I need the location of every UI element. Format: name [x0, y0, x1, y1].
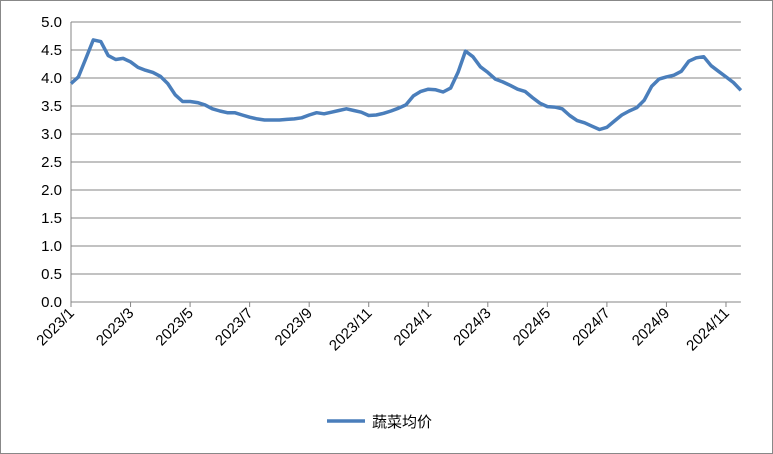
y-tick-label: 2.0: [41, 182, 62, 199]
data-line: [69, 38, 743, 132]
y-tick-label: 5.0: [41, 14, 62, 31]
y-tick-label: 4.5: [41, 42, 62, 59]
y-tick-label: 2.5: [41, 154, 62, 171]
y-tick-label: 1.5: [41, 210, 62, 227]
y-tick-label: 1.0: [41, 238, 62, 255]
y-tick-label: 0.0: [41, 294, 62, 311]
y-tick-label: 3.0: [41, 126, 62, 143]
y-tick-label: 3.5: [41, 98, 62, 115]
legend-label: 蔬菜均价: [372, 414, 432, 431]
y-tick-label: 4.0: [41, 70, 62, 87]
y-tick-label: 0.5: [41, 266, 62, 283]
